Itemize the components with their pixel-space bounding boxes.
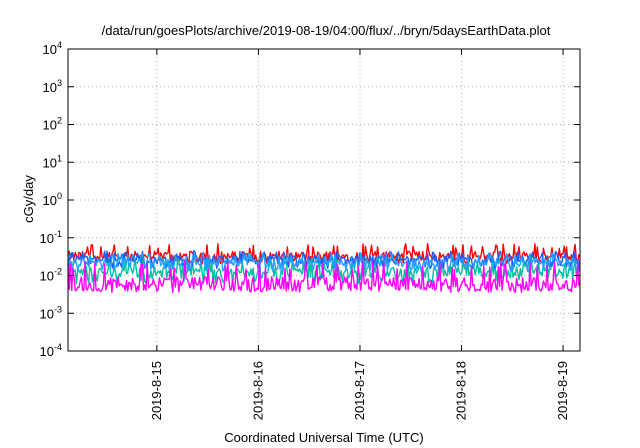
series-line — [67, 243, 581, 265]
y-tick-label: 10-1 — [40, 229, 62, 246]
x-tick-label: 2019-8-19 — [555, 361, 570, 420]
y-tick-base: 10 — [43, 193, 57, 208]
y-tick-exponent: 2 — [57, 116, 62, 126]
y-tick-exponent: 0 — [57, 191, 62, 201]
y-tick-exponent: 1 — [57, 153, 62, 163]
x-tick-label: 2019-8-15 — [149, 361, 164, 420]
y-tick-exponent: -4 — [54, 342, 62, 352]
y-tick-label: 10-4 — [40, 342, 62, 359]
y-tick-base: 10 — [43, 118, 57, 133]
y-tick-label: 10-3 — [40, 304, 62, 321]
y-tick-label: 102 — [43, 116, 62, 133]
y-tick-label: 10-2 — [40, 267, 62, 284]
x-tick-label: 2019-8-16 — [250, 361, 265, 420]
y-tick-base: 10 — [40, 344, 54, 359]
x-ticks: 2019-8-15 2019-8-16 2019-8-17 2019-8-18 2019… — [149, 49, 570, 420]
y-tick-base: 10 — [43, 42, 57, 57]
x-axis-label: Coordinated Universal Time (UTC) — [224, 430, 423, 445]
y-tick-exponent: -3 — [54, 304, 62, 314]
y-tick-exponent: -2 — [54, 267, 62, 277]
y-tick-label: 103 — [43, 78, 62, 95]
y-tick-label: 100 — [43, 191, 62, 208]
series-line — [67, 259, 581, 294]
y-tick-label: 104 — [43, 40, 62, 57]
y-axis-label: cGy/day — [21, 175, 36, 223]
x-tick-label: 2019-8-18 — [454, 361, 469, 420]
y-tick-exponent: 3 — [57, 78, 62, 88]
y-tick-base: 10 — [40, 269, 54, 284]
y-tick-base: 10 — [43, 155, 57, 170]
grid-lines — [68, 49, 580, 351]
x-tick-label: 2019-8-17 — [352, 361, 367, 420]
y-tick-base: 10 — [43, 80, 57, 95]
y-tick-base: 10 — [40, 306, 54, 321]
series-line — [67, 252, 581, 272]
data-series — [67, 243, 581, 294]
y-tick-exponent: 4 — [57, 40, 62, 50]
series-line — [67, 250, 581, 270]
chart-title: /data/run/goesPlots/archive/2019-08-19/0… — [102, 23, 551, 38]
y-tick-label: 101 — [43, 153, 62, 170]
y-tick-exponent: -1 — [54, 229, 62, 239]
y-tick-base: 10 — [40, 231, 54, 246]
